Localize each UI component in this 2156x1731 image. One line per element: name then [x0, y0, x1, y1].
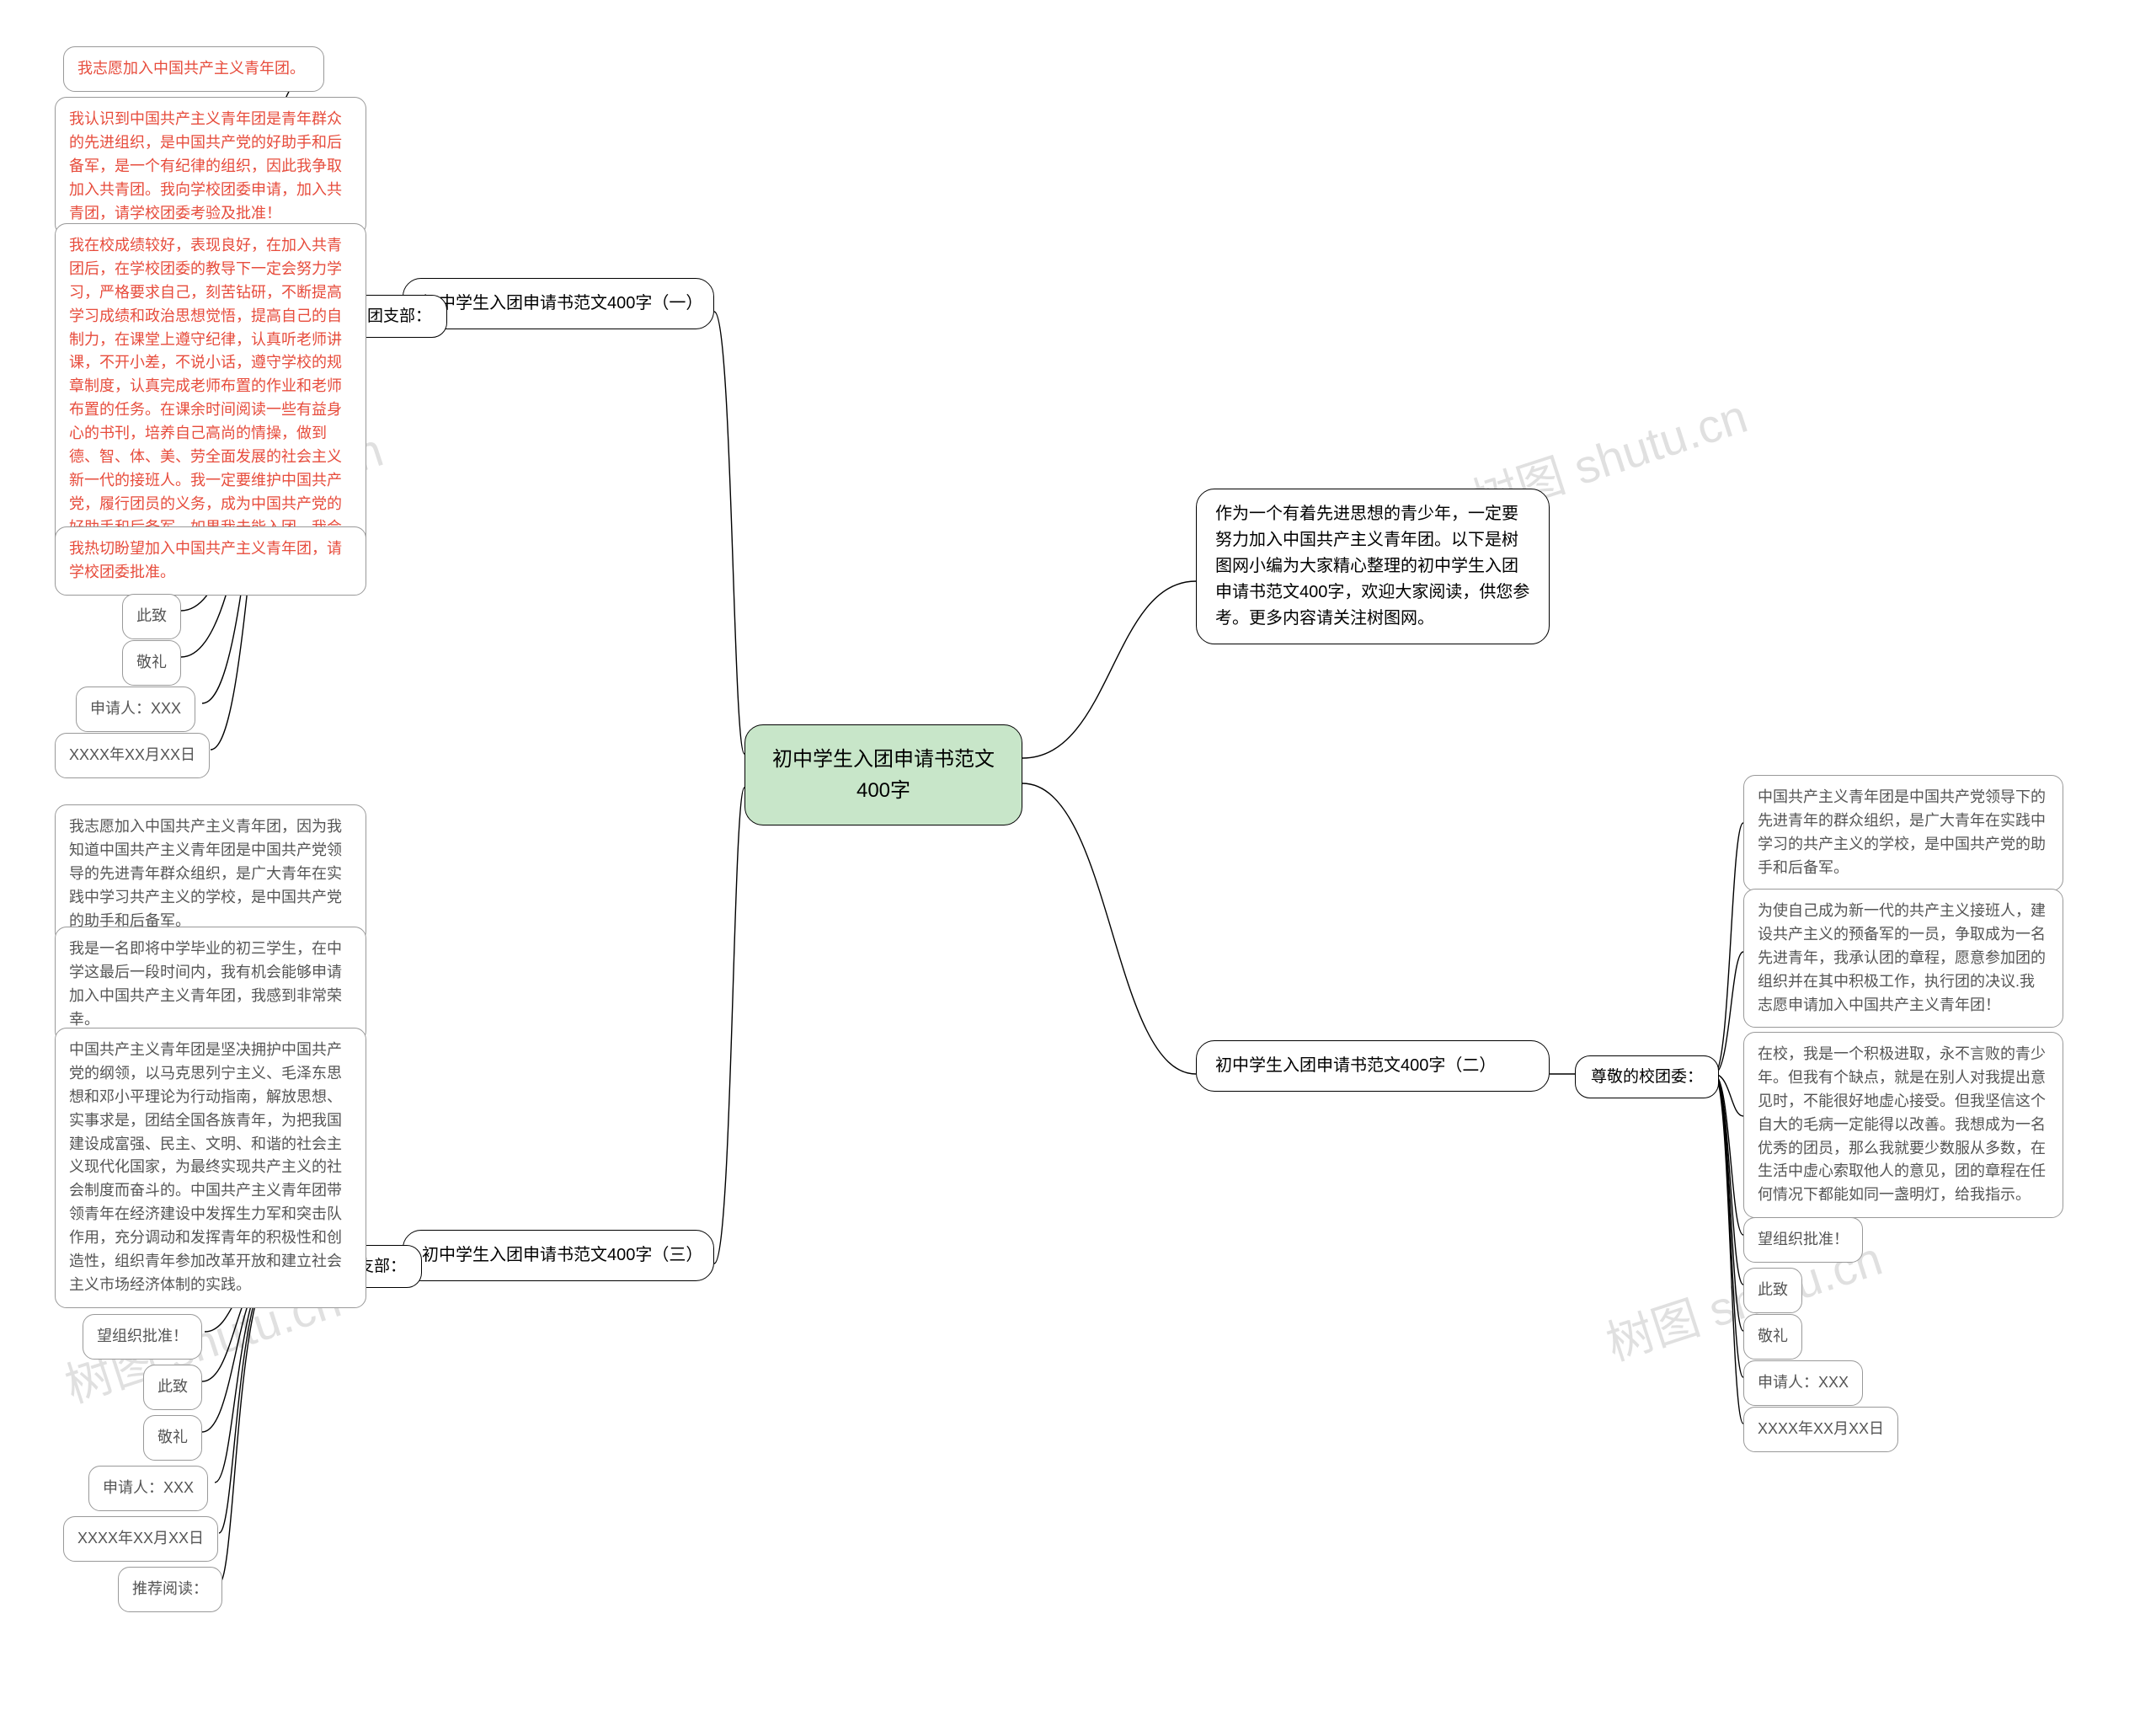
- b1-leaf-1[interactable]: 我志愿加入中国共产主义青年团。: [63, 46, 324, 92]
- b3-leaf-1[interactable]: 我志愿加入中国共产主义青年团，因为我知道中国共产主义青年团是中国共产党领导的先进…: [55, 804, 366, 943]
- mindmap-canvas: 树图 shutu.cn 树图 shutu.cn 树图 shutu.cn 树图 s…: [0, 0, 2156, 1731]
- b2-leaf-3[interactable]: 在校，我是一个积极进取，永不言败的青少年。但我有个缺点，就是在别人对我提出意见时…: [1743, 1032, 2063, 1218]
- branch-3[interactable]: 初中学生入团申请书范文400字（三）: [403, 1230, 714, 1281]
- b1-leaf-2[interactable]: 我认识到中国共产主义青年团是青年群众的先进组织，是中国共产党的好助手和后备军，是…: [55, 97, 366, 236]
- b3-leaf-3[interactable]: 中国共产主义青年团是坚决拥护中国共产党的纲领，以马克思列宁主义、毛泽东思想和邓小…: [55, 1028, 366, 1308]
- b1-leaf-6[interactable]: 敬礼: [122, 640, 181, 686]
- b2-leaf-7[interactable]: 申请人：XXX: [1743, 1360, 1863, 1406]
- b3-leaf-6[interactable]: 敬礼: [143, 1415, 202, 1461]
- b2-leaf-8[interactable]: XXXX年XX月XX日: [1743, 1407, 1898, 1452]
- root-node[interactable]: 初中学生入团申请书范文400字: [744, 724, 1022, 825]
- b1-leaf-5[interactable]: 此致: [122, 594, 181, 639]
- branch-1[interactable]: 初中学生入团申请书范文400字（一）: [403, 278, 714, 329]
- b1-leaf-8[interactable]: XXXX年XX月XX日: [55, 733, 210, 778]
- b3-leaf-9[interactable]: 推荐阅读：: [118, 1567, 222, 1612]
- b3-leaf-2[interactable]: 我是一名即将中学毕业的初三学生，在中学这最后一段时间内，我有机会能够申请加入中国…: [55, 927, 366, 1043]
- branch-2[interactable]: 初中学生入团申请书范文400字（二）: [1196, 1040, 1550, 1092]
- b3-leaf-5[interactable]: 此致: [143, 1365, 202, 1410]
- b3-leaf-7[interactable]: 申请人：XXX: [88, 1466, 208, 1511]
- branch-2-sublabel[interactable]: 尊敬的校团委：: [1575, 1055, 1719, 1098]
- b1-leaf-4[interactable]: 我热切盼望加入中国共产主义青年团，请学校团委批准。: [55, 526, 366, 596]
- b2-leaf-6[interactable]: 敬礼: [1743, 1314, 1802, 1360]
- intro-node[interactable]: 作为一个有着先进思想的青少年，一定要努力加入中国共产主义青年团。以下是树图网小编…: [1196, 489, 1550, 644]
- b2-leaf-2[interactable]: 为使自己成为新一代的共产主义接班人，建设共产主义的预备军的一员，争取成为一名先进…: [1743, 889, 2063, 1028]
- b3-leaf-8[interactable]: XXXX年XX月XX日: [63, 1516, 218, 1562]
- b1-leaf-3[interactable]: 我在校成绩较好，表现良好，在加入共青团后，在学校团委的教导下一定会努力学习，严格…: [55, 223, 366, 574]
- b1-leaf-7[interactable]: 申请人：XXX: [76, 687, 195, 732]
- b2-leaf-4[interactable]: 望组织批准！: [1743, 1217, 1863, 1263]
- b2-leaf-1[interactable]: 中国共产主义青年团是中国共产党领导下的先进青年的群众组织，是广大青年在实践中学习…: [1743, 775, 2063, 891]
- b3-leaf-4[interactable]: 望组织批准！: [83, 1314, 202, 1360]
- b2-leaf-5[interactable]: 此致: [1743, 1268, 1802, 1313]
